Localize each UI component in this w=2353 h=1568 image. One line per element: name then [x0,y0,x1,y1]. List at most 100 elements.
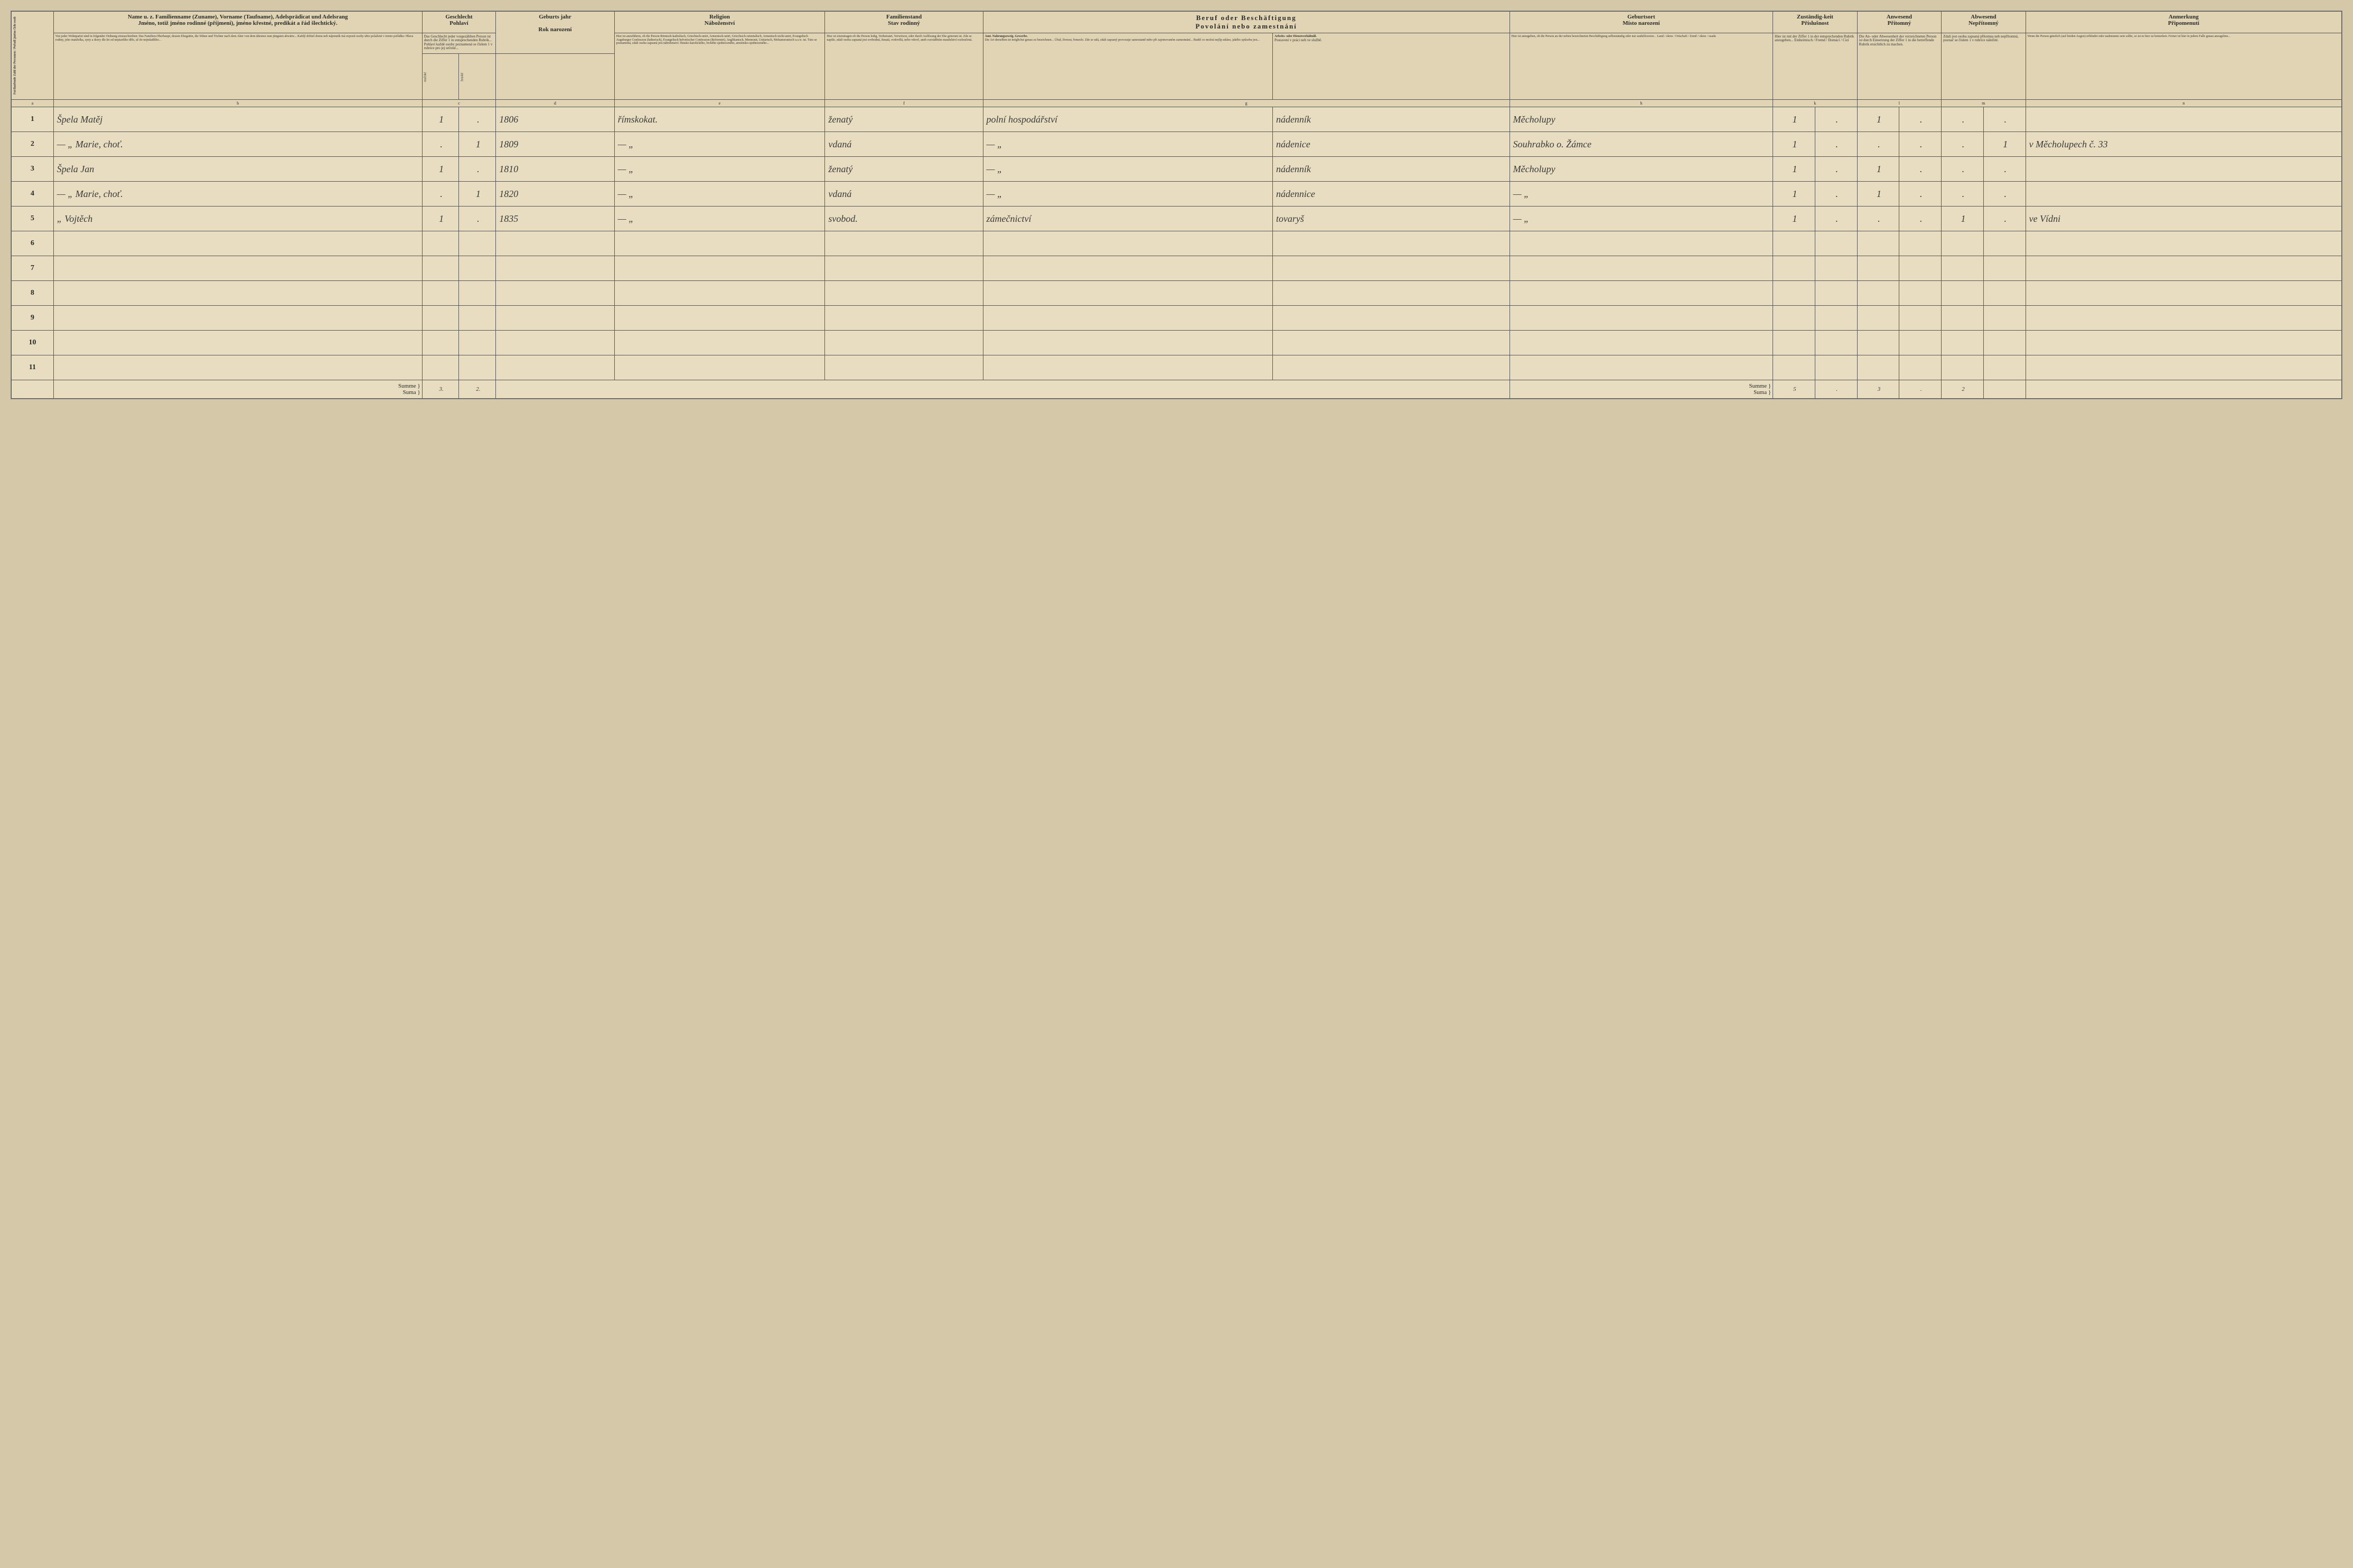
cell-occupation: — „ [983,132,1272,157]
sub-female: ženské [459,54,496,100]
cell-m1 [1942,231,1984,256]
cell-religion [614,306,825,331]
table-row: 1Špela Matěj1.1806římskokat.ženatýpolní … [12,107,2342,132]
cell-k1 [1773,331,1815,355]
cell-family: ženatý [825,107,983,132]
cell-family: vdaná [825,132,983,157]
cell-l1: 1 [1857,107,1899,132]
cell-m1: 1 [1942,206,1984,231]
cell-l2: . [1899,157,1942,182]
cell-name [53,355,422,380]
header-row-main: Fortlaufende Zahl der Personen / Pořadí … [12,12,2342,33]
summary-row: Summe }Suma } 3. 2. Summe }Suma } 5 . 3 … [12,380,2342,399]
cell-female [459,231,496,256]
letter-e: e [614,100,825,107]
cell-year [496,256,614,281]
cell-name: Špela Jan [53,157,422,182]
cell-male: . [422,182,459,206]
cell-year [496,231,614,256]
letter-m: m [1942,100,2026,107]
cell-name: — „ Marie, choť. [53,182,422,206]
cell-m1 [1942,331,1984,355]
cell-religion [614,256,825,281]
desc-m: Zdali jest osoba zapsaná přítomna neb ne… [1942,33,2026,100]
cell-male: 1 [422,206,459,231]
col-c-header: GeschlechtPohlaví [422,12,496,33]
cell-female: 1 [459,132,496,157]
letter-c: c [422,100,496,107]
cell-female: 1 [459,182,496,206]
cell-year [496,306,614,331]
cell-m1: . [1942,182,1984,206]
cell-k2 [1815,306,1857,331]
cell-l1 [1857,231,1899,256]
cell-birthplace [1510,256,1773,281]
sum-t1: 5 [1773,380,1815,399]
cell-occupation-2: tovaryš [1272,206,1510,231]
row-number: 9 [12,306,54,331]
cell-occupation-2: nádenník [1272,107,1510,132]
cell-occupation: — „ [983,182,1272,206]
row-number: 2 [12,132,54,157]
cell-note [2026,281,2341,306]
cell-l2 [1899,256,1942,281]
cell-occupation-2 [1272,256,1510,281]
desc-e: Hier ist anzuführen, ob die Person Römis… [614,33,825,100]
sum-t4: . [1899,380,1942,399]
cell-k1 [1773,355,1815,380]
header-row-desc: Von jeder Wohnpartei sind in folgender O… [12,33,2342,54]
sum-t3: 3 [1857,380,1899,399]
cell-l1: . [1857,206,1899,231]
cell-religion: — „ [614,182,825,206]
cell-religion [614,355,825,380]
cell-m1 [1942,355,1984,380]
cell-occupation: polní hospodářství [983,107,1272,132]
cell-m2 [1983,256,2026,281]
cell-m2 [1983,281,2026,306]
cell-family [825,256,983,281]
cell-k2: . [1815,206,1857,231]
cell-m2 [1983,355,2026,380]
cell-occupation-2: nádenice [1272,132,1510,157]
cell-religion: — „ [614,157,825,182]
cell-occupation-2 [1272,231,1510,256]
cell-note [2026,231,2341,256]
sum-t2: . [1815,380,1857,399]
table-row: 3Špela Jan1.1810— „ženatý— „nádenníkMěch… [12,157,2342,182]
cell-k1: 1 [1773,107,1815,132]
cell-note: ve Vídni [2026,206,2341,231]
cell-birthplace [1510,306,1773,331]
cell-occupation [983,231,1272,256]
cell-female [459,256,496,281]
cell-l1 [1857,281,1899,306]
table-row: 11 [12,355,2342,380]
desc-b: Von jeder Wohnpartei sind in folgender O… [53,33,422,100]
desc-k: Hier ist mit der Ziffer 1 in der entspre… [1773,33,1858,100]
col-k-header: Zuständig-keitPříslušnost [1773,12,1858,33]
cell-female [459,306,496,331]
cell-birthplace [1510,355,1773,380]
cell-m2: 1 [1983,132,2026,157]
cell-l2 [1899,306,1942,331]
cell-l1 [1857,331,1899,355]
cell-k2 [1815,231,1857,256]
cell-l1 [1857,306,1899,331]
cell-k1 [1773,306,1815,331]
cell-l2 [1899,281,1942,306]
cell-male [422,306,459,331]
table-row: 6 [12,231,2342,256]
cell-note [2026,331,2341,355]
cell-family: ženatý [825,157,983,182]
table-row: 2— „ Marie, choť..11809— „vdaná— „nádeni… [12,132,2342,157]
cell-m2: . [1983,107,2026,132]
letter-n: n [2026,100,2341,107]
cell-m1 [1942,306,1984,331]
cell-name [53,281,422,306]
cell-name [53,331,422,355]
table-row: 5„ Vojtěch1.1835— „svobod.zámečnictvítov… [12,206,2342,231]
cell-occupation [983,281,1272,306]
cell-male: 1 [422,157,459,182]
col-n-header: AnmerkungPřipomenutí [2026,12,2341,33]
cell-m2: . [1983,182,2026,206]
cell-birthplace [1510,231,1773,256]
